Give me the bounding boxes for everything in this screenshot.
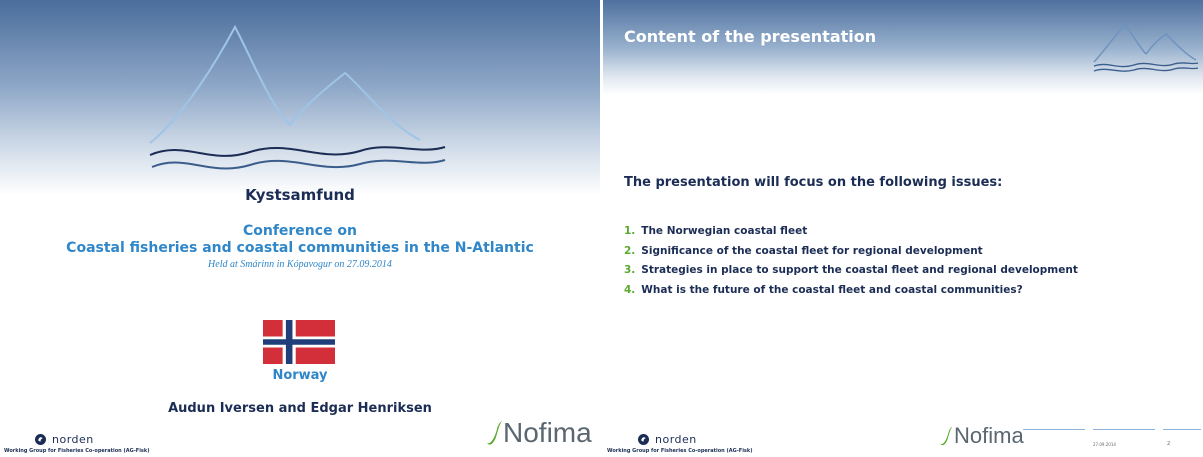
- footer-date: 27.09.2014: [1093, 442, 1116, 447]
- norden-subtitle: Working Group for Fisheries Co-operation…: [607, 448, 753, 454]
- list-item-text: The Norwegian coastal fleet: [641, 225, 808, 237]
- list-item: 1. The Norwegian coastal fleet: [624, 225, 1078, 245]
- nofima-logo: Nofima: [485, 419, 592, 447]
- norden-logo: norden Working Group for Fisheries Co-op…: [603, 430, 843, 457]
- list-item-text: What is the future of the coastal fleet …: [641, 283, 1023, 296]
- authors: Audun Iversen and Edgar Henriksen: [168, 401, 432, 416]
- slide-footer: 27.09.2014 2: [1023, 429, 1203, 457]
- list-item-text: Significance of the coastal fleet for re…: [641, 244, 983, 257]
- title-slide: Kystsamfund Conference on Coastal fisher…: [0, 0, 600, 457]
- country-label: Norway: [272, 368, 328, 383]
- slide-intro: The presentation will focus on the follo…: [624, 175, 1003, 190]
- nofima-logo: Nofima: [938, 425, 1024, 447]
- norden-swan-icon: [35, 434, 46, 445]
- list-item: 4. What is the future of the coastal flee…: [624, 284, 1078, 304]
- norway-flag-icon: [263, 320, 335, 364]
- list-item-number: 3.: [624, 264, 636, 276]
- nofima-swoosh-icon: [487, 421, 502, 445]
- conference-name: Coastal fisheries and coastal communitie…: [66, 240, 534, 256]
- conference-venue: Held at Smárinn in Kópavogur on 27.09.20…: [208, 259, 392, 270]
- norden-swan-icon: [638, 434, 649, 445]
- norden-subtitle: Working Group for Fisheries Co-operation…: [4, 448, 150, 454]
- nofima-name: Nofima: [503, 417, 592, 448]
- list-item: 3. Strategies in place to support the coa…: [624, 264, 1078, 284]
- slide-title: Kystsamfund: [245, 186, 355, 204]
- footer-divider: [1023, 429, 1085, 430]
- content-slide: Content of the presentation The presenta…: [603, 0, 1203, 457]
- mountain-logo-icon: [149, 24, 446, 170]
- slide-title: Content of the presentation: [624, 27, 877, 46]
- list-item-number: 1.: [624, 225, 636, 237]
- footer-divider: [1163, 429, 1201, 430]
- norden-name: norden: [655, 433, 697, 446]
- list-item: 2. Significance of the coastal fleet for …: [624, 245, 1078, 265]
- list-item-text: Strategies in place to support the coast…: [641, 264, 1078, 276]
- footer-divider: [1093, 429, 1155, 430]
- list-item-number: 2.: [624, 244, 636, 257]
- page-number: 2: [1167, 441, 1171, 447]
- nofima-swoosh-icon: [940, 426, 953, 446]
- norden-logo: norden Working Group for Fisheries Co-op…: [0, 430, 240, 457]
- conference-label: Conference on: [242, 223, 358, 239]
- nofima-name: Nofima: [954, 423, 1024, 448]
- slide-header-background: [603, 0, 1203, 95]
- issues-list: 1. The Norwegian coastal fleet 2. Signific…: [624, 225, 1078, 303]
- norden-name: norden: [52, 433, 94, 446]
- list-item-number: 4.: [624, 283, 636, 296]
- mountain-logo-icon: [1093, 22, 1199, 72]
